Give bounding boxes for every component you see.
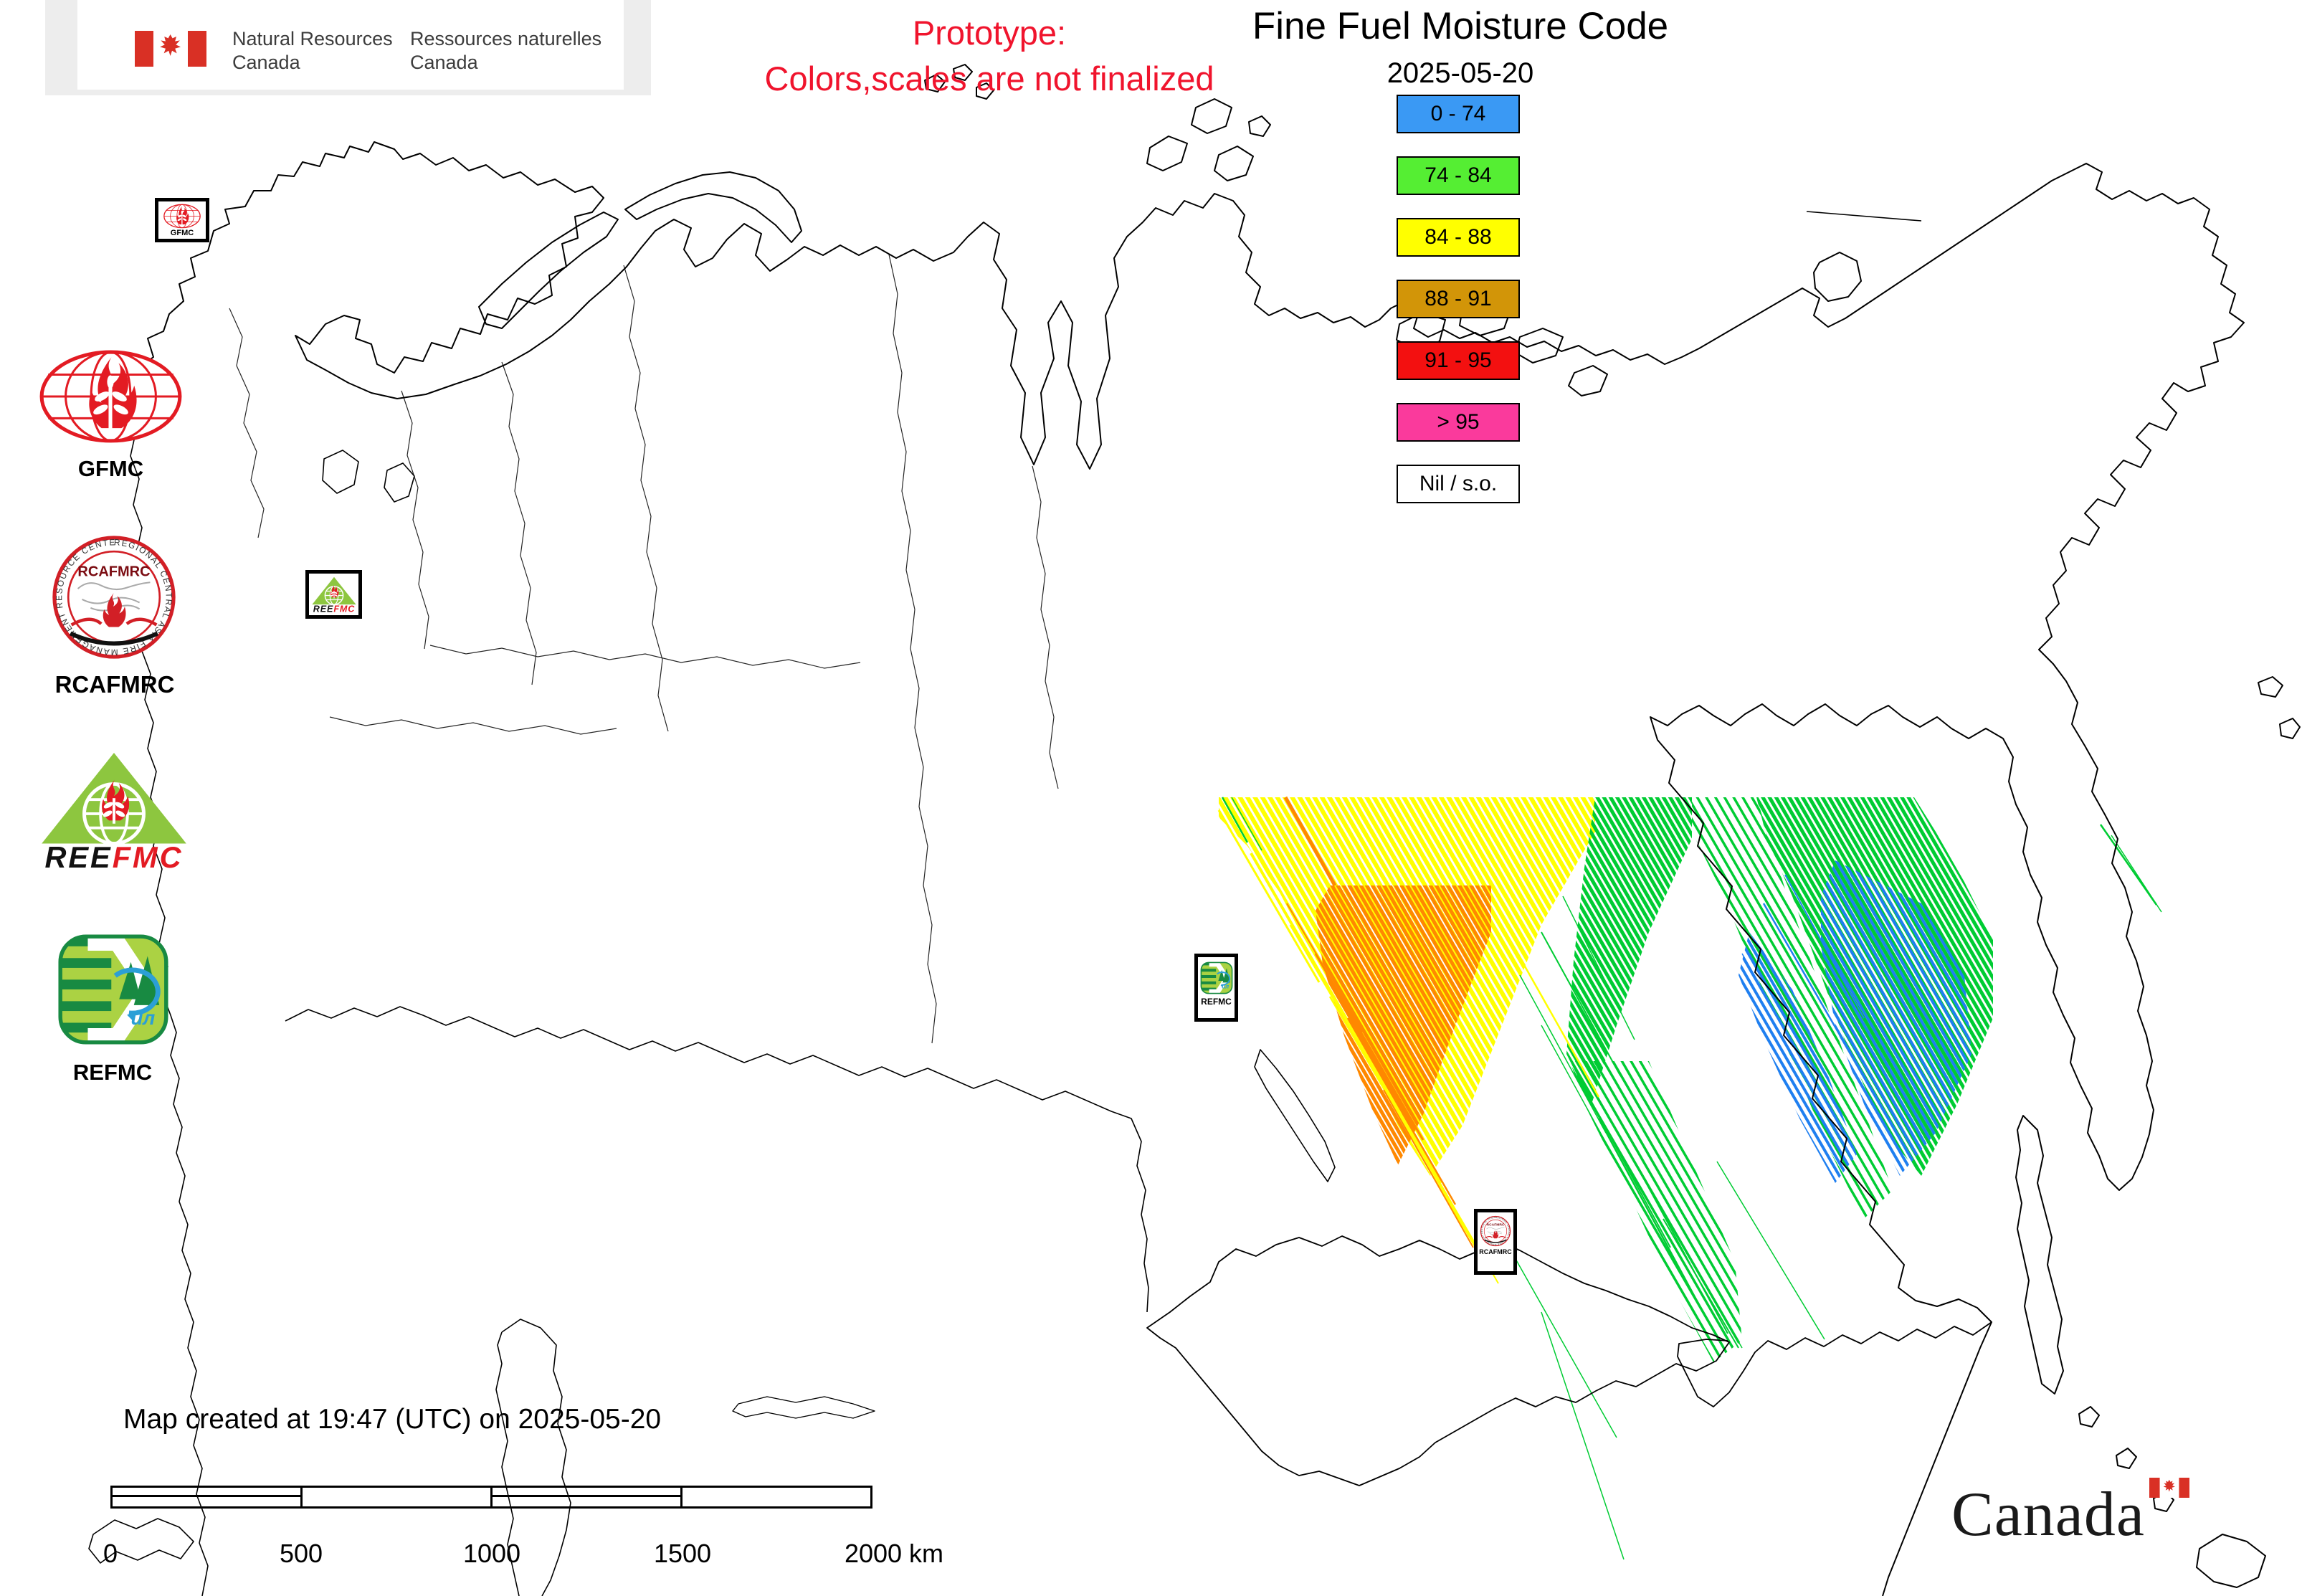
nrcan-fr-line1: Ressources naturelles (410, 28, 602, 49)
scale-bar (110, 1486, 872, 1509)
scale-bar-segment (303, 1488, 493, 1506)
scale-unit: km (909, 1539, 943, 1568)
refmc-marker-icon (1199, 961, 1234, 995)
legend-item-91-95: 91 - 95 (1397, 341, 1520, 380)
prototype-notice-line1: Prototype: (912, 14, 1067, 52)
island-wrangel (1813, 252, 1862, 302)
refmc-logo (54, 931, 172, 1048)
ffmc-region-green-mid (1566, 797, 1692, 1104)
canada-wordmark-flag-icon (2149, 1477, 2189, 1498)
map-marker-reefmc (305, 570, 362, 619)
islands-bering (2258, 676, 2301, 739)
gfmc-caption: GFMC (77, 456, 144, 481)
ffmc-region-blue (1821, 860, 1972, 1176)
nrcan-wordmark-english: Natural Resources Canada (232, 27, 393, 75)
reefmc-marker-icon (310, 575, 358, 614)
border-mongolia (1146, 1235, 1730, 1486)
lake-ladoga (322, 450, 359, 494)
legend-item-84-88: 84 - 88 (1397, 218, 1520, 257)
ffmc-region-blue-2 (1739, 932, 1857, 1183)
scale-label-1000: 1000 (462, 1539, 521, 1568)
rcafmrc-marker-label: RCAFMRC (1479, 1248, 1512, 1255)
map-marker-rcafmrc: RCAFMRC (1474, 1209, 1517, 1275)
nrcan-fr-line2: Canada (410, 52, 478, 73)
map-marker-refmc: REFMC (1194, 954, 1238, 1022)
refmc-marker-label: REFMC (1201, 997, 1232, 1007)
scale-label-0: 0 (103, 1539, 118, 1568)
canada-wordmark: Canada (1951, 1480, 2145, 1549)
ffmc-legend: 0 - 74 74 - 84 84 - 88 88 - 91 91 - 95 >… (1397, 95, 1520, 526)
scale-bar-segment (682, 1488, 870, 1506)
rcafmrc-caption: RCAFMRC (54, 671, 175, 698)
legend-item-nil: Nil / s.o. (1397, 465, 1520, 503)
gfmc-marker-icon (161, 204, 203, 229)
ffmc-orange-streaks (1283, 796, 1474, 1248)
canada-flag-icon (135, 30, 206, 67)
nrcan-en-line1: Natural Resources (232, 28, 393, 49)
legend-item-74-84: 74 - 84 (1397, 156, 1520, 195)
legend-item-0-74: 0 - 74 (1397, 95, 1520, 133)
map-created-timestamp: Map created at 19:47 (UTC) on 2025-05-20 (123, 1404, 662, 1435)
coastlines (88, 64, 2301, 1596)
scale-label-1500: 1500 (653, 1539, 712, 1568)
border-kazakh (285, 1006, 1149, 1313)
nrcan-en-line2: Canada (232, 52, 300, 73)
rcafmrc-marker-icon (1480, 1215, 1511, 1247)
island-novaya-zemlya-south (478, 212, 619, 329)
gfmc-marker-label: GFMC (170, 229, 194, 237)
rcafmrc-logo (50, 533, 178, 661)
lake-balkhash (732, 1396, 875, 1419)
island-sakhalin (2015, 1115, 2064, 1395)
legend-item-88-91: 88 - 91 (1397, 280, 1520, 318)
border-chukotka (1806, 211, 1922, 222)
lake-onega (384, 462, 415, 503)
islands-kuril-hokkaido (2078, 1406, 2266, 1588)
lake-baikal (1254, 1049, 1336, 1182)
legend-item-gt-95: > 95 (1397, 403, 1520, 442)
ffmc-region-orange (1316, 885, 1491, 1165)
scale-bar-segment (113, 1488, 303, 1506)
scale-label-500: 500 (279, 1539, 323, 1568)
reefmc-logo (36, 750, 192, 870)
ffmc-data-overlay (1217, 796, 2162, 1560)
scale-label-2000: 2000 (844, 1539, 903, 1568)
ffmc-region-green-tails (1570, 1061, 1742, 1362)
islands-severnaya-zemlya (1146, 98, 1271, 181)
island-novaya-zemlya-north (624, 171, 802, 243)
page-title: Fine Fuel Moisture Code (1252, 5, 1669, 47)
scale-bar-segment (493, 1488, 682, 1506)
refmc-caption: REFMC (72, 1060, 153, 1085)
border-amur (1677, 1321, 1992, 1407)
map-marker-gfmc: GFMC (155, 198, 209, 242)
gfmc-logo (37, 348, 184, 447)
islands-franz-josef (924, 64, 994, 100)
coast-mainland (127, 141, 2245, 1596)
prototype-notice-line2: Colors,scales are not finalized (764, 60, 1214, 98)
nrcan-wordmark-french: Ressources naturelles Canada (410, 27, 601, 75)
sea-black-coast (88, 1518, 194, 1564)
sea-caspian (495, 1319, 571, 1596)
ffmc-green-streaks (1221, 797, 2162, 1560)
map-date: 2025-05-20 (1387, 57, 1534, 89)
admin-borders (229, 254, 1059, 1044)
